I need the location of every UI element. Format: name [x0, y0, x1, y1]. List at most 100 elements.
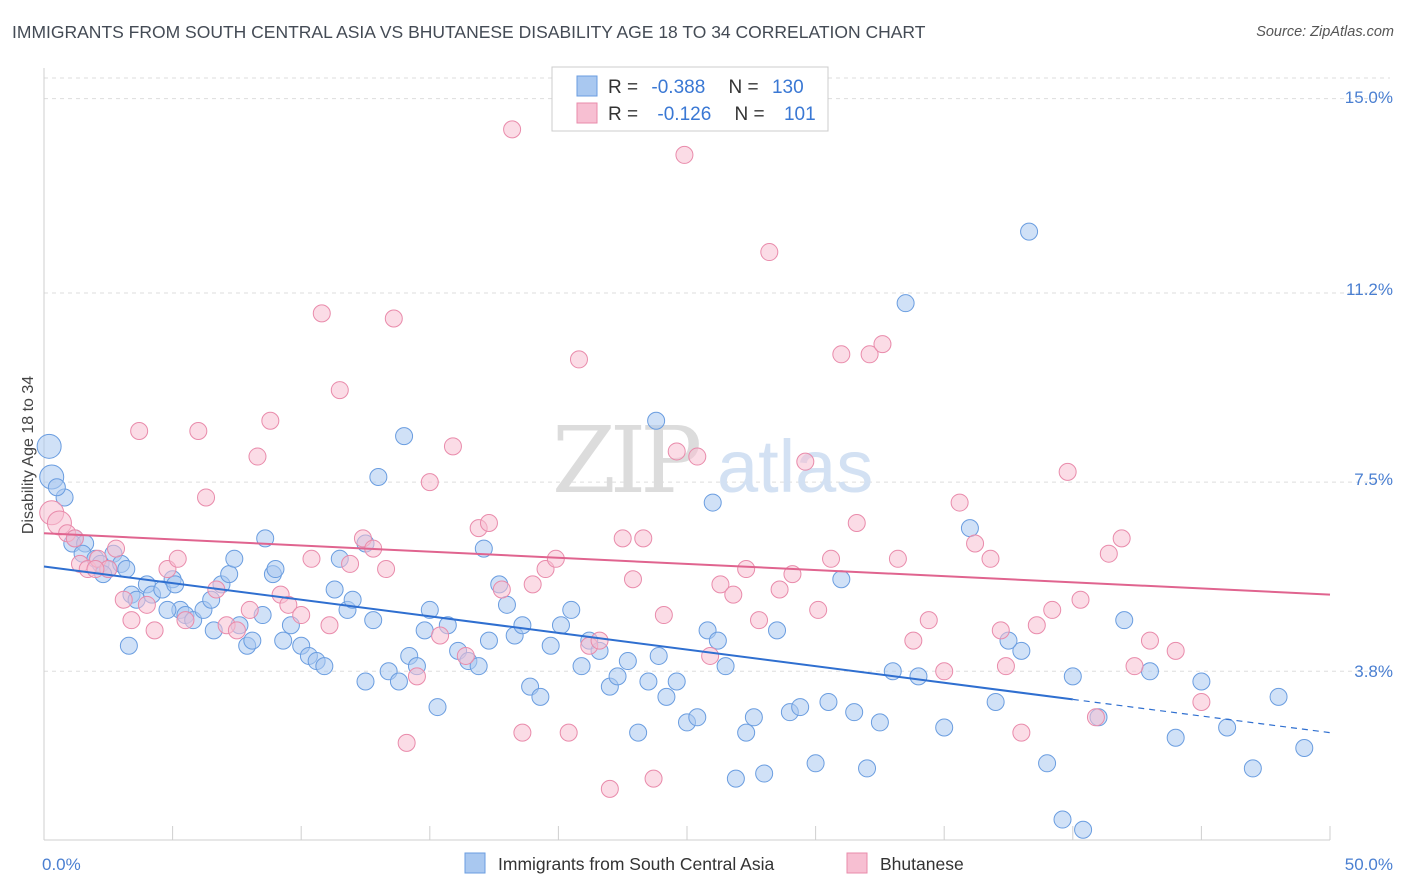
immigrants-point: [629, 723, 648, 742]
legend-r-label: R =: [608, 77, 638, 98]
bhutanese-point: [991, 621, 1010, 640]
immigrants-point: [935, 718, 954, 737]
immigrants-point: [47, 478, 66, 497]
immigrants-point: [415, 621, 434, 640]
watermark-zip: ZIP: [552, 407, 699, 514]
immigrants-point: [531, 687, 550, 706]
chart-title: IMMIGRANTS FROM SOUTH CENTRAL ASIA VS BH…: [12, 22, 926, 42]
immigrants-point: [716, 657, 735, 676]
bhutanese-point: [407, 667, 426, 686]
immigrants-point: [647, 411, 666, 430]
bhutanese-point: [176, 611, 195, 630]
bhutanese-point: [770, 580, 789, 599]
bhutanese-point: [312, 304, 331, 323]
immigrants-point: [667, 672, 686, 691]
bhutanese-point: [1043, 600, 1062, 619]
immigrants-point: [708, 631, 727, 650]
legend-box: R = -0.388 N = 130 R = -0.126 N = 101: [551, 66, 829, 132]
immigrants-point: [657, 687, 676, 706]
immigrants-point: [541, 636, 560, 655]
bhutanese-point: [420, 473, 439, 492]
immigrants-point: [1012, 641, 1031, 660]
y-tick-label: 15.0%: [1345, 88, 1393, 107]
bhutanese-point: [613, 529, 632, 548]
bhutanese-point: [248, 447, 267, 466]
immigrants-point: [845, 703, 864, 722]
x-tick-label-max: 50.0%: [1345, 855, 1393, 874]
bhutanese-point: [341, 554, 360, 573]
bhutanese-point: [1071, 590, 1090, 609]
bhutanese-point: [1140, 631, 1159, 650]
bhutanese-point: [279, 595, 298, 614]
immigrants-point: [1074, 820, 1093, 839]
bhutanese-point: [523, 575, 542, 594]
immigrants-point: [395, 427, 414, 446]
immigrants-point: [420, 600, 439, 619]
immigrants-point: [572, 657, 591, 676]
immigrants-point: [315, 657, 334, 676]
immigrants-point: [819, 692, 838, 711]
legend-r-value-pink: -0.126: [657, 104, 711, 125]
bhutanese-point: [292, 606, 311, 625]
immigrants-point: [960, 519, 979, 538]
immigrants-point: [36, 433, 62, 459]
immigrants-point: [1020, 222, 1039, 241]
bhutanese-point: [130, 421, 149, 440]
trend-line-immigrants: [43, 565, 1073, 701]
bhutanese-point: [1112, 529, 1131, 548]
immigrants-point: [428, 698, 447, 717]
bhutanese-point: [456, 646, 475, 665]
immigrants-point: [220, 565, 239, 584]
immigrants-point: [343, 590, 362, 609]
legend-n-label: N =: [729, 77, 759, 98]
bhutanese-point: [634, 529, 653, 548]
immigrants-point: [755, 764, 774, 783]
immigrants-point: [469, 657, 488, 676]
immigrants-point: [1295, 738, 1314, 757]
bhutanese-point: [513, 723, 532, 742]
immigrants-point: [364, 611, 383, 630]
bhutanese-point: [86, 560, 105, 579]
bhutanese-point: [384, 309, 403, 328]
immigrants-point: [737, 723, 756, 742]
bhutanese-point: [559, 723, 578, 742]
x-tick-label-min: 0.0%: [42, 855, 81, 874]
bhutanese-point: [1192, 692, 1211, 711]
immigrants-point: [266, 560, 285, 579]
bhutanese-point: [644, 769, 663, 788]
bhutanese-point: [981, 549, 1000, 568]
bhutanese-point: [227, 621, 246, 640]
svg-text:R = -0.388 N =: R = -0.388 N = 130: [608, 77, 804, 98]
legend-n-value-pink: 101: [784, 104, 816, 125]
immigrants-point: [356, 672, 375, 691]
bhutanese-point: [1086, 708, 1105, 727]
immigrants-point: [649, 646, 668, 665]
immigrants-point: [618, 652, 637, 671]
immigrants-point: [1140, 662, 1159, 681]
bhutanese-point: [261, 411, 280, 430]
bhutanese-point: [701, 646, 720, 665]
bhutanese-point: [122, 611, 141, 630]
bhutanese-point: [197, 488, 216, 507]
immigrants-point: [896, 294, 915, 313]
bhutanese-point: [479, 514, 498, 533]
bhutanese-point: [873, 335, 892, 354]
bottom-legend: Immigrants from South Central Asia Bhuta…: [464, 852, 964, 874]
immigrants-point: [117, 560, 136, 579]
bhutanese-point: [809, 600, 828, 619]
bottom-legend-label-immigrants: Immigrants from South Central Asia: [498, 854, 774, 874]
bhutanese-point: [137, 595, 156, 614]
bhutanese-point: [377, 560, 396, 579]
bhutanese-point: [675, 145, 694, 164]
bhutanese-point: [330, 381, 349, 400]
legend-n-label: N =: [735, 104, 765, 125]
bhutanese-point: [168, 549, 187, 568]
immigrants-point: [479, 631, 498, 650]
immigrants-point: [744, 708, 763, 727]
bhutanese-point: [919, 611, 938, 630]
immigrants-point: [608, 667, 627, 686]
legend-swatch-pink: [576, 102, 598, 124]
bhutanese-point: [492, 580, 511, 599]
bhutanese-point: [654, 606, 673, 625]
